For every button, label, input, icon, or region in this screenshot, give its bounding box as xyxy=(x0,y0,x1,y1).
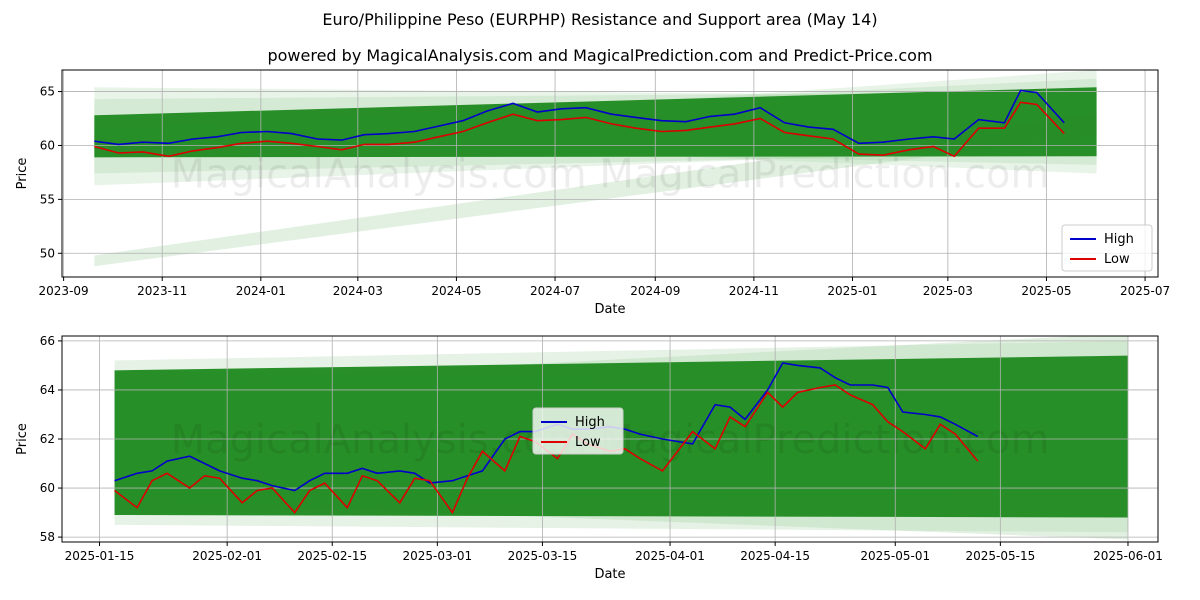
y-axis-label: Price xyxy=(15,158,30,190)
x-tick-label: 2023-09 xyxy=(39,284,89,298)
x-tick-label: 2024-07 xyxy=(530,284,580,298)
x-tick-label: 2025-06-01 xyxy=(1093,549,1163,563)
legend-label-high: High xyxy=(575,415,605,430)
y-tick-label: 62 xyxy=(40,432,55,446)
x-tick-label: 2025-02-15 xyxy=(297,549,367,563)
legend: High Low xyxy=(532,407,624,455)
y-tick-label: 64 xyxy=(40,383,55,397)
x-tick-label: 2023-11 xyxy=(137,284,187,298)
legend-label-low: Low xyxy=(575,435,601,450)
y-tick-label: 60 xyxy=(40,481,55,495)
plot-area: MagicalAnalysis.com MagicalPrediction.co… xyxy=(62,70,1158,277)
y-axis-label: Price xyxy=(15,423,30,455)
x-tick-label: 2025-05 xyxy=(1021,284,1071,298)
x-tick-label: 2025-01-15 xyxy=(65,549,135,563)
x-tick-label: 2024-09 xyxy=(630,284,680,298)
legend: High Low xyxy=(1061,224,1153,272)
plot-frame xyxy=(61,69,1159,278)
chart-1: MagicalAnalysis.com MagicalPrediction.co… xyxy=(15,69,1170,317)
y-tick-label: 60 xyxy=(40,138,55,152)
y-tick-label: 50 xyxy=(40,246,55,260)
series-line-high xyxy=(94,89,1065,146)
y-tick-label: 58 xyxy=(40,530,55,544)
x-tick-label: 2024-03 xyxy=(333,284,383,298)
series-line-low xyxy=(94,101,1065,158)
x-tick-label: 2025-05-15 xyxy=(965,549,1035,563)
y-tick-label: 66 xyxy=(40,334,55,348)
legend-label-low: Low xyxy=(1104,252,1130,267)
chart-2: MagicalAnalysis.com MagicalPrediction.co… xyxy=(15,334,1163,582)
x-tick-label: 2025-03 xyxy=(923,284,973,298)
x-tick-label: 2024-11 xyxy=(729,284,779,298)
watermark: MagicalAnalysis.com MagicalPrediction.co… xyxy=(171,152,1050,198)
y-tick-label: 55 xyxy=(40,192,55,206)
x-axis-label: Date xyxy=(594,302,625,317)
legend-label-high: High xyxy=(1104,232,1134,247)
x-tick-label: 2025-07 xyxy=(1120,284,1170,298)
y-tick-label: 65 xyxy=(40,85,55,99)
x-tick-label: 2025-01 xyxy=(827,284,877,298)
x-axis-label: Date xyxy=(594,567,625,582)
x-tick-label: 2024-01 xyxy=(236,284,286,298)
chart-subtitle: powered by MagicalAnalysis.com and Magic… xyxy=(267,46,933,65)
x-tick-label: 2025-04-01 xyxy=(635,549,705,563)
x-tick-label: 2025-03-01 xyxy=(402,549,472,563)
chart-title: Euro/Philippine Peso (EURPHP) Resistance… xyxy=(322,10,878,29)
x-tick-label: 2025-02-01 xyxy=(192,549,262,563)
x-tick-label: 2024-05 xyxy=(431,284,481,298)
x-tick-label: 2025-05-01 xyxy=(860,549,930,563)
x-tick-label: 2025-03-15 xyxy=(508,549,578,563)
x-tick-label: 2025-04-15 xyxy=(740,549,810,563)
